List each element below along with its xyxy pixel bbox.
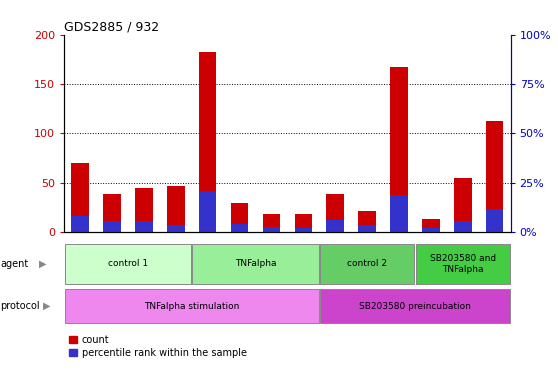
Text: control 2: control 2 [347, 260, 387, 268]
Bar [167, 186, 185, 232]
Bar [65, 290, 319, 323]
Bar [416, 244, 510, 284]
Bar [320, 244, 414, 284]
Bar [167, 225, 185, 232]
Bar [326, 194, 344, 232]
Bar [263, 227, 280, 232]
Bar [199, 52, 217, 232]
Bar [135, 222, 153, 232]
Bar [103, 194, 121, 232]
Bar [71, 215, 89, 232]
Text: ▶: ▶ [39, 259, 46, 269]
Bar [231, 203, 248, 232]
Bar [65, 244, 191, 284]
Text: GDS2885 / 932: GDS2885 / 932 [64, 20, 159, 33]
Bar [422, 220, 440, 232]
Bar [295, 214, 312, 232]
Bar [390, 195, 408, 232]
Text: SB203580 and
TNFalpha: SB203580 and TNFalpha [430, 254, 496, 274]
Legend: count, percentile rank within the sample: count, percentile rank within the sample [69, 335, 247, 358]
Bar [135, 188, 153, 232]
Text: agent: agent [0, 259, 28, 269]
Bar [358, 210, 376, 232]
Text: TNFalpha: TNFalpha [235, 260, 276, 268]
Bar [422, 228, 440, 232]
Text: control 1: control 1 [108, 260, 148, 268]
Bar [263, 214, 280, 232]
Bar [103, 222, 121, 232]
Text: SB203580 preincubation: SB203580 preincubation [359, 302, 471, 311]
Bar [231, 224, 248, 232]
Bar [454, 222, 472, 232]
Bar [486, 121, 503, 232]
Bar [326, 220, 344, 232]
Bar [320, 290, 510, 323]
Bar [486, 209, 503, 232]
Bar [199, 191, 217, 232]
Bar [295, 228, 312, 232]
Bar [454, 178, 472, 232]
Bar [390, 67, 408, 232]
Bar [71, 163, 89, 232]
Bar [358, 225, 376, 232]
Bar [193, 244, 319, 284]
Text: protocol: protocol [0, 301, 40, 311]
Text: TNFalpha stimulation: TNFalpha stimulation [144, 302, 239, 311]
Text: ▶: ▶ [43, 301, 50, 311]
